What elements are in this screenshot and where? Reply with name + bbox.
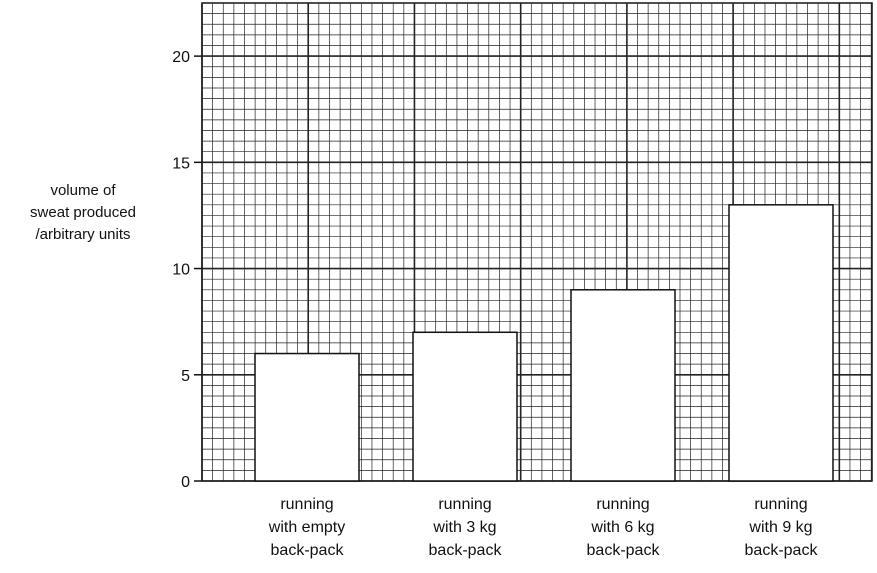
x-category-label: back-pack xyxy=(429,542,503,559)
y-tick-label: 20 xyxy=(172,49,190,66)
y-tick-label: 10 xyxy=(172,262,190,279)
x-category-label: back-pack xyxy=(745,542,819,559)
x-category-label: running xyxy=(280,496,333,513)
x-category-label: running xyxy=(596,496,649,513)
y-axis-label-line: sweat produced xyxy=(30,204,136,221)
bar xyxy=(254,352,360,482)
bar xyxy=(412,331,518,482)
x-category-label: back-pack xyxy=(587,542,661,559)
x-category-label: with empty xyxy=(268,519,345,536)
x-category-label: with 3 kg xyxy=(432,519,496,536)
x-category-label: running xyxy=(438,496,491,513)
x-category-label: running xyxy=(754,496,807,513)
y-tick-label: 0 xyxy=(181,474,190,491)
x-category-label: with 6 kg xyxy=(590,519,654,536)
y-axis-label: volume of sweat produced /arbitrary unit… xyxy=(8,180,158,246)
bar xyxy=(570,289,676,482)
x-category-label: with 9 kg xyxy=(748,519,812,536)
y-axis-label-line: volume of xyxy=(50,182,116,199)
bar xyxy=(728,204,834,482)
x-category-label: back-pack xyxy=(271,542,345,559)
plot-frame xyxy=(201,2,873,482)
y-tick-label: 15 xyxy=(172,155,190,172)
y-axis-label-line: /arbitrary units xyxy=(35,226,131,243)
y-tick-label: 5 xyxy=(181,368,190,385)
